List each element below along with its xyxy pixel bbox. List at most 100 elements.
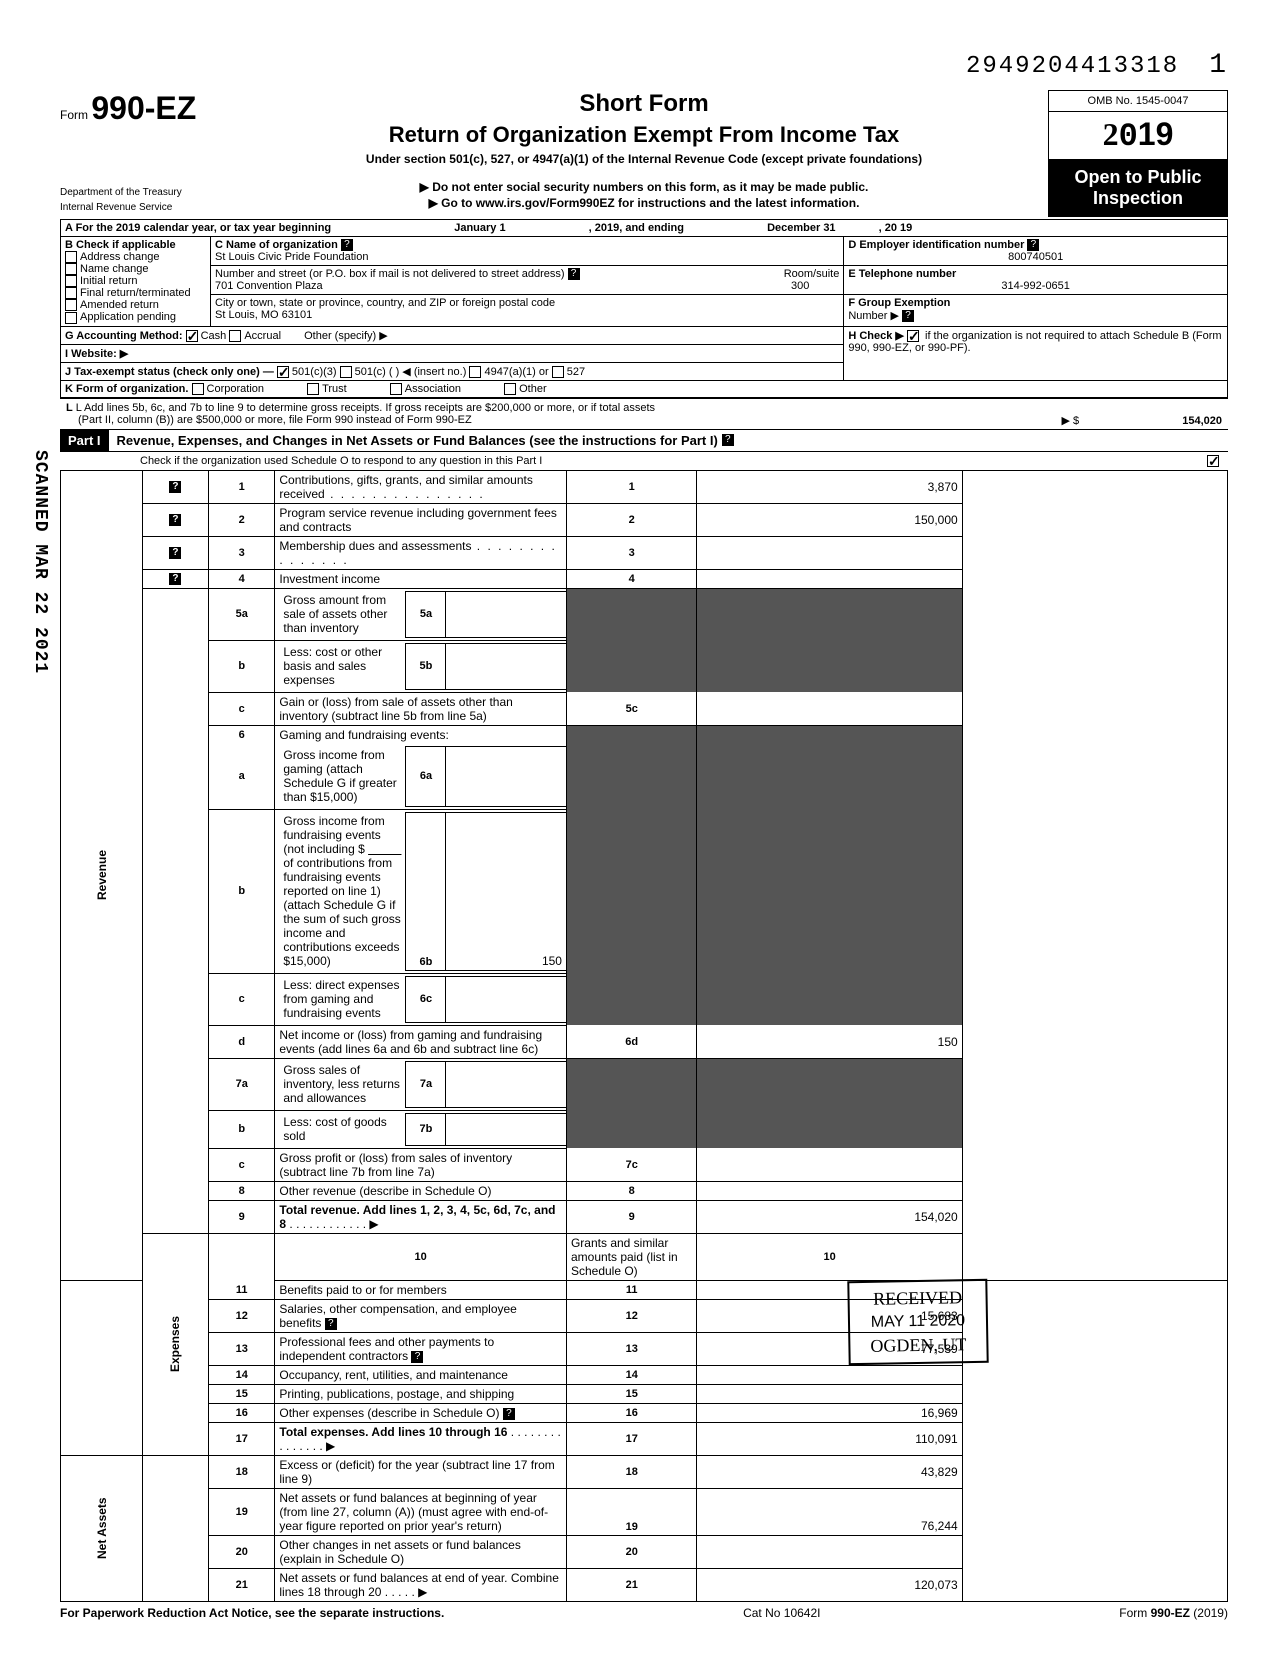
amended-checkbox[interactable] — [65, 299, 77, 311]
accrual-checkbox[interactable] — [229, 330, 241, 342]
help-icon: ? — [902, 310, 914, 322]
final-checkbox[interactable] — [65, 287, 77, 299]
year-box: 2019 — [1048, 111, 1228, 160]
part1-header: Part I — [60, 430, 109, 451]
addr-change-checkbox[interactable] — [65, 251, 77, 263]
line7c-desc: Gross profit or (loss) from sales of inv… — [275, 1148, 567, 1181]
footer-right: Form 990-EZ (2019) — [1119, 1606, 1228, 1620]
h-checkbox[interactable] — [907, 330, 919, 342]
cash-checkbox[interactable] — [186, 330, 198, 342]
help-icon: ? — [341, 239, 353, 251]
line7a-desc: Gross sales of inventory, less returns a… — [275, 1058, 567, 1110]
goto-line: ▶ Go to www.irs.gov/Form990EZ for instru… — [240, 196, 1048, 210]
line3-amount — [697, 536, 962, 569]
name-change-checkbox[interactable] — [65, 263, 77, 275]
501c3-checkbox[interactable] — [277, 366, 289, 378]
section-k: K Form of organization. Corporation Trus… — [61, 380, 1228, 397]
line1-desc: Contributions, gifts, grants, and simila… — [275, 470, 567, 503]
line2-desc: Program service revenue including govern… — [275, 503, 567, 536]
line6d-desc: Net income or (loss) from gaming and fun… — [275, 1025, 567, 1058]
header-info-table: A For the 2019 calendar year, or tax yea… — [60, 219, 1228, 398]
form-header: Form 990-EZ Department of the Treasury I… — [60, 90, 1228, 217]
top-document-number: 29492044133181 — [966, 50, 1228, 81]
section-c-name: C Name of organization ? St Louis Civic … — [211, 237, 844, 266]
footer-mid: Cat No 10642I — [743, 1606, 820, 1620]
irs-label: Internal Revenue Service — [60, 202, 240, 213]
app-pending-checkbox[interactable] — [65, 312, 77, 324]
line20-desc: Other changes in net assets or fund bala… — [275, 1535, 567, 1568]
line10-desc: Grants and similar amounts paid (list in… — [566, 1233, 697, 1280]
line15-desc: Printing, publications, postage, and shi… — [275, 1384, 567, 1403]
line6d-amount: 150 — [697, 1025, 962, 1058]
section-c-city: City or town, state or province, country… — [211, 295, 844, 326]
help-icon: ? — [568, 268, 580, 280]
page-container: 29492044133181 SCANNED MAR 22 2021 Form … — [0, 0, 1288, 1669]
line20-amount — [697, 1535, 962, 1568]
help-cell: ? — [142, 470, 208, 503]
title-block: Short Form Return of Organization Exempt… — [240, 90, 1048, 210]
under-section: Under section 501(c), 527, or 4947(a)(1)… — [240, 152, 1048, 166]
line18-amount: 43,829 — [697, 1455, 962, 1488]
line7c-amount — [697, 1148, 962, 1181]
help-icon: ? — [722, 434, 734, 446]
line14-amount — [697, 1365, 962, 1384]
line9-amount: 154,020 — [697, 1200, 962, 1233]
part1-title: Revenue, Expenses, and Changes in Net As… — [117, 433, 718, 448]
scanned-stamp: SCANNED MAR 22 2021 — [30, 450, 50, 674]
line9-desc: Total revenue. Add lines 1, 2, 3, 4, 5c,… — [275, 1200, 567, 1233]
section-b: B Check if applicable Address change Nam… — [61, 237, 211, 327]
line3-desc: Membership dues and assessments — [275, 536, 567, 569]
section-g: G Accounting Method: Cash Accrual Other … — [61, 326, 844, 344]
received-stamp: RECEIVED MAY 11 2020 OGDEN, UT — [847, 1279, 988, 1365]
right-header-box: OMB No. 1545-0047 2019 Open to Public In… — [1048, 90, 1228, 217]
line16-desc: Other expenses (describe in Schedule O) … — [275, 1403, 567, 1422]
corp-checkbox[interactable] — [192, 383, 204, 395]
527-checkbox[interactable] — [552, 366, 564, 378]
line6c-desc: Less: direct expenses from gaming and fu… — [275, 973, 567, 1025]
donot-line: ▶ Do not enter social security numbers o… — [240, 180, 1048, 194]
omb-number: OMB No. 1545-0047 — [1048, 90, 1228, 112]
line16-amount: 16,969 — [697, 1403, 962, 1422]
short-form-title: Short Form — [240, 90, 1048, 118]
line5c-amount — [697, 692, 962, 725]
trust-checkbox[interactable] — [307, 383, 319, 395]
line11-desc: Benefits paid to or for members — [275, 1280, 567, 1299]
line21-desc: Net assets or fund balances at end of ye… — [275, 1568, 567, 1601]
line17-desc: Total expenses. Add lines 10 through 16 … — [275, 1422, 567, 1455]
initial-checkbox[interactable] — [65, 275, 77, 287]
line8-desc: Other revenue (describe in Schedule O) — [275, 1181, 567, 1200]
line2-amount: 150,000 — [697, 503, 962, 536]
line21-amount: 120,073 — [697, 1568, 962, 1601]
section-l: L L Add lines 5b, 6c, and 7b to line 9 t… — [60, 398, 1228, 429]
line15-amount — [697, 1384, 962, 1403]
assoc-checkbox[interactable] — [390, 383, 402, 395]
line6b-desc: Gross income from fundraising events (no… — [275, 809, 567, 973]
line19-amount: 76,244 — [697, 1488, 962, 1535]
501c-checkbox[interactable] — [340, 366, 352, 378]
dept-treasury: Department of the Treasury — [60, 187, 240, 198]
line13-desc: Professional fees and other payments to … — [275, 1332, 567, 1365]
line8-amount — [697, 1181, 962, 1200]
line17-amount: 110,091 — [697, 1422, 962, 1455]
line7b-desc: Less: cost of goods sold 7b — [275, 1110, 567, 1148]
expenses-side-label: Expenses — [142, 1233, 208, 1455]
footer: For Paperwork Reduction Act Notice, see … — [60, 1606, 1228, 1620]
line6-desc: Gaming and fundraising events: — [275, 725, 567, 744]
sched-o-checkbox[interactable] — [1207, 455, 1219, 467]
part1-check-line: Check if the organization used Schedule … — [60, 451, 1228, 470]
open-public: Open to Public Inspection — [1048, 159, 1228, 217]
section-d: D Employer identification number ? 80074… — [844, 237, 1228, 266]
section-i: I Website: ▶ — [61, 344, 844, 362]
line4-desc: Investment income — [275, 569, 567, 588]
netassets-side-label: Net Assets — [61, 1455, 143, 1601]
line12-desc: Salaries, other compensation, and employ… — [275, 1299, 567, 1332]
line6a-desc: Gross income from gaming (attach Schedul… — [275, 744, 567, 810]
other-checkbox[interactable] — [504, 383, 516, 395]
section-h: H Check ▶ if the organization is not req… — [844, 326, 1228, 380]
revenue-side-label: Revenue — [61, 470, 143, 1280]
line5b-desc: Less: cost or other basis and sales expe… — [275, 640, 567, 692]
return-title: Return of Organization Exempt From Incom… — [240, 122, 1048, 148]
row-a: A For the 2019 calendar year, or tax yea… — [61, 220, 1228, 237]
4947-checkbox[interactable] — [469, 366, 481, 378]
help-icon: ? — [1027, 239, 1039, 251]
